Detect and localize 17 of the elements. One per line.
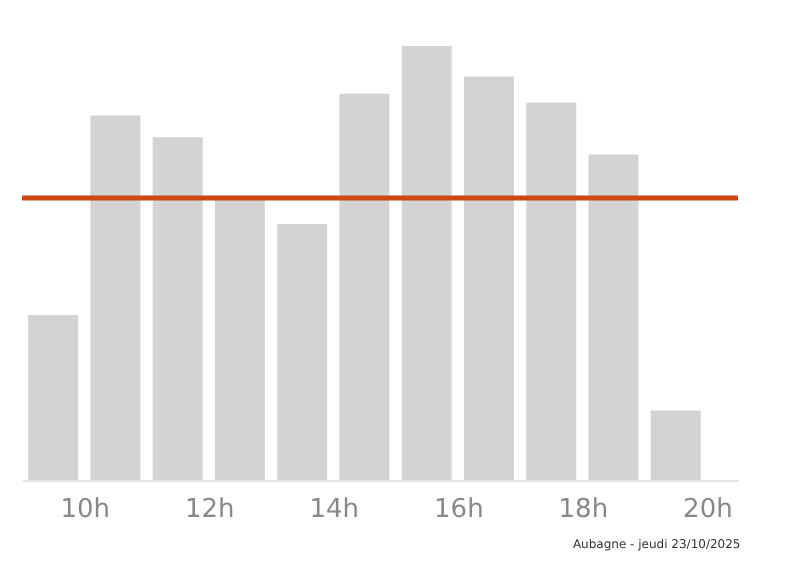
x-tick-label: 10h bbox=[60, 495, 111, 525]
bar bbox=[526, 102, 577, 480]
bar bbox=[152, 137, 203, 480]
bar bbox=[214, 197, 265, 480]
bar bbox=[463, 76, 514, 480]
x-tick-label: 14h bbox=[309, 495, 360, 525]
bar bbox=[28, 315, 79, 480]
bar bbox=[339, 93, 390, 480]
bar bbox=[401, 46, 452, 480]
x-tick-label: 16h bbox=[434, 495, 484, 525]
bar bbox=[650, 410, 701, 480]
x-tick-label: 12h bbox=[185, 495, 235, 525]
bar bbox=[588, 154, 639, 480]
bar bbox=[90, 115, 141, 480]
x-tick-label: 20h bbox=[683, 495, 733, 525]
x-tick-label: 18h bbox=[558, 495, 609, 525]
bar bbox=[277, 223, 328, 480]
